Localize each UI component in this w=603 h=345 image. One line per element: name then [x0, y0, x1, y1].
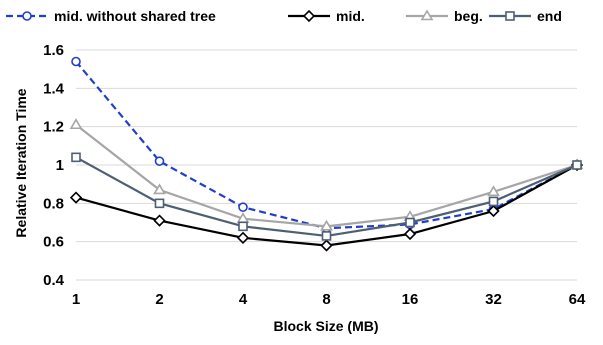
x-tick-label: 4: [239, 291, 248, 308]
legend-marker: [505, 11, 515, 21]
legend-item-3: end: [489, 8, 562, 24]
data-point: [403, 227, 417, 241]
y-axis-title: Relative Iteration Time: [13, 88, 29, 237]
data-point: [69, 191, 83, 204]
y-tick-label: 0.6: [43, 234, 64, 251]
data-point: [320, 219, 333, 231]
data-point: [487, 185, 500, 197]
data-point: [153, 214, 166, 227]
x-tick-label: 16: [402, 291, 419, 308]
legend-label: mid. without shared tree: [54, 8, 216, 24]
y-axis-ticks: 0.4 0.6 0.8 1 1.2 1.4 1.6: [43, 42, 65, 289]
data-point: [154, 198, 165, 209]
series-line: [75, 123, 578, 228]
x-axis-ticks: 1 2 4 8 16 32 64: [72, 291, 586, 308]
legend-label: end: [537, 8, 562, 24]
legend-marker: [22, 11, 32, 21]
series-group: [69, 56, 584, 252]
y-tick-label: 1.6: [43, 42, 64, 59]
y-tick-label: 1: [56, 157, 64, 174]
series-1: [69, 158, 584, 252]
gridlines: [76, 49, 577, 243]
data-point: [238, 221, 248, 232]
x-axis-title: Block Size (MB): [273, 318, 378, 334]
legend-label: mid.: [336, 8, 365, 24]
legend: mid. without shared tree mid. beg. end: [6, 8, 562, 24]
legend-item-1: mid.: [288, 8, 365, 24]
legend-label: beg.: [454, 8, 483, 24]
x-tick-label: 64: [569, 291, 586, 308]
series-3: [71, 152, 582, 241]
data-point: [154, 156, 165, 166]
data-point: [487, 204, 500, 218]
data-point: [236, 231, 250, 244]
legend-marker: [302, 9, 316, 23]
x-tick-label: 8: [322, 291, 330, 308]
legend-item-2: beg.: [406, 8, 483, 24]
x-tick-label: 32: [485, 291, 502, 308]
y-tick-label: 1.4: [43, 80, 65, 97]
series-2: [69, 118, 584, 231]
data-point: [71, 152, 81, 163]
y-tick-label: 1.2: [43, 119, 64, 136]
data-point: [572, 160, 582, 170]
data-point: [320, 239, 333, 252]
x-tick-label: 2: [155, 291, 163, 308]
legend-marker: [420, 9, 434, 21]
data-point: [321, 231, 332, 241]
data-point: [405, 217, 415, 228]
data-point: [69, 118, 83, 130]
data-point: [153, 183, 166, 195]
data-point: [238, 202, 248, 212]
x-tick-label: 1: [72, 291, 80, 308]
legend-item-0: mid. without shared tree: [6, 8, 216, 24]
y-tick-label: 0.4: [43, 272, 65, 289]
data-point: [71, 56, 81, 67]
data-point: [488, 196, 499, 207]
y-tick-label: 0.8: [43, 195, 64, 212]
